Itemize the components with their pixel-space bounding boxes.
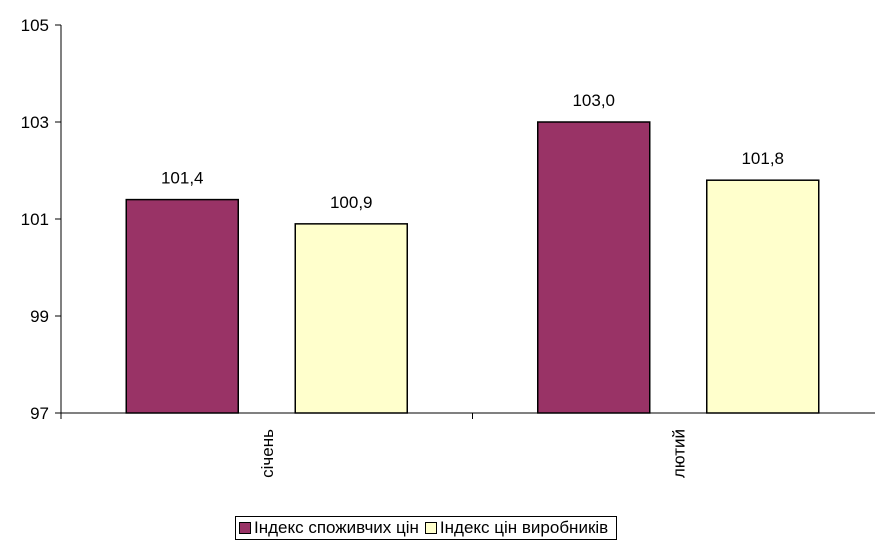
legend-label-ppi: Індекс цін виробників	[439, 518, 609, 537]
data-label: 101,8	[741, 149, 784, 168]
bar-ppi-0	[294, 223, 408, 414]
y-tick-label: 101	[21, 210, 49, 229]
category-label: лютий	[669, 429, 688, 478]
y-tick-label: 105	[21, 16, 49, 35]
category-label: січень	[258, 429, 277, 478]
bar-ppi-1	[706, 179, 820, 414]
legend-item-cpi: Індекс споживчих цін	[239, 518, 419, 538]
category-labels: січень лютий	[258, 429, 689, 478]
legend: Індекс споживчих цін Індекс цін виробник…	[235, 516, 618, 540]
legend-label-cpi: Індекс споживчих цін	[254, 518, 419, 537]
bar-cpi-0	[125, 198, 239, 414]
data-label: 103,0	[572, 91, 615, 110]
bars	[125, 121, 820, 414]
bar-cpi-1	[537, 121, 651, 414]
y-axis-ticks: 97 99 101 103 105	[21, 16, 61, 423]
data-label: 101,4	[161, 169, 204, 188]
data-labels: 101,4 100,9 103,0 101,8	[161, 91, 784, 212]
bar-chart: 97 99 101 103 105 101,4 100,9 103,0 101,8 січен…	[21, 16, 875, 478]
legend-item-ppi: Індекс цін виробників	[424, 518, 609, 538]
data-label: 100,9	[330, 193, 373, 212]
legend-swatch-ppi	[424, 522, 437, 534]
y-tick-label: 103	[21, 113, 49, 132]
y-tick-label: 97	[30, 404, 49, 423]
legend-swatch-cpi	[239, 522, 251, 534]
y-tick-label: 99	[30, 307, 49, 326]
x-axis-ticks	[60, 413, 473, 419]
